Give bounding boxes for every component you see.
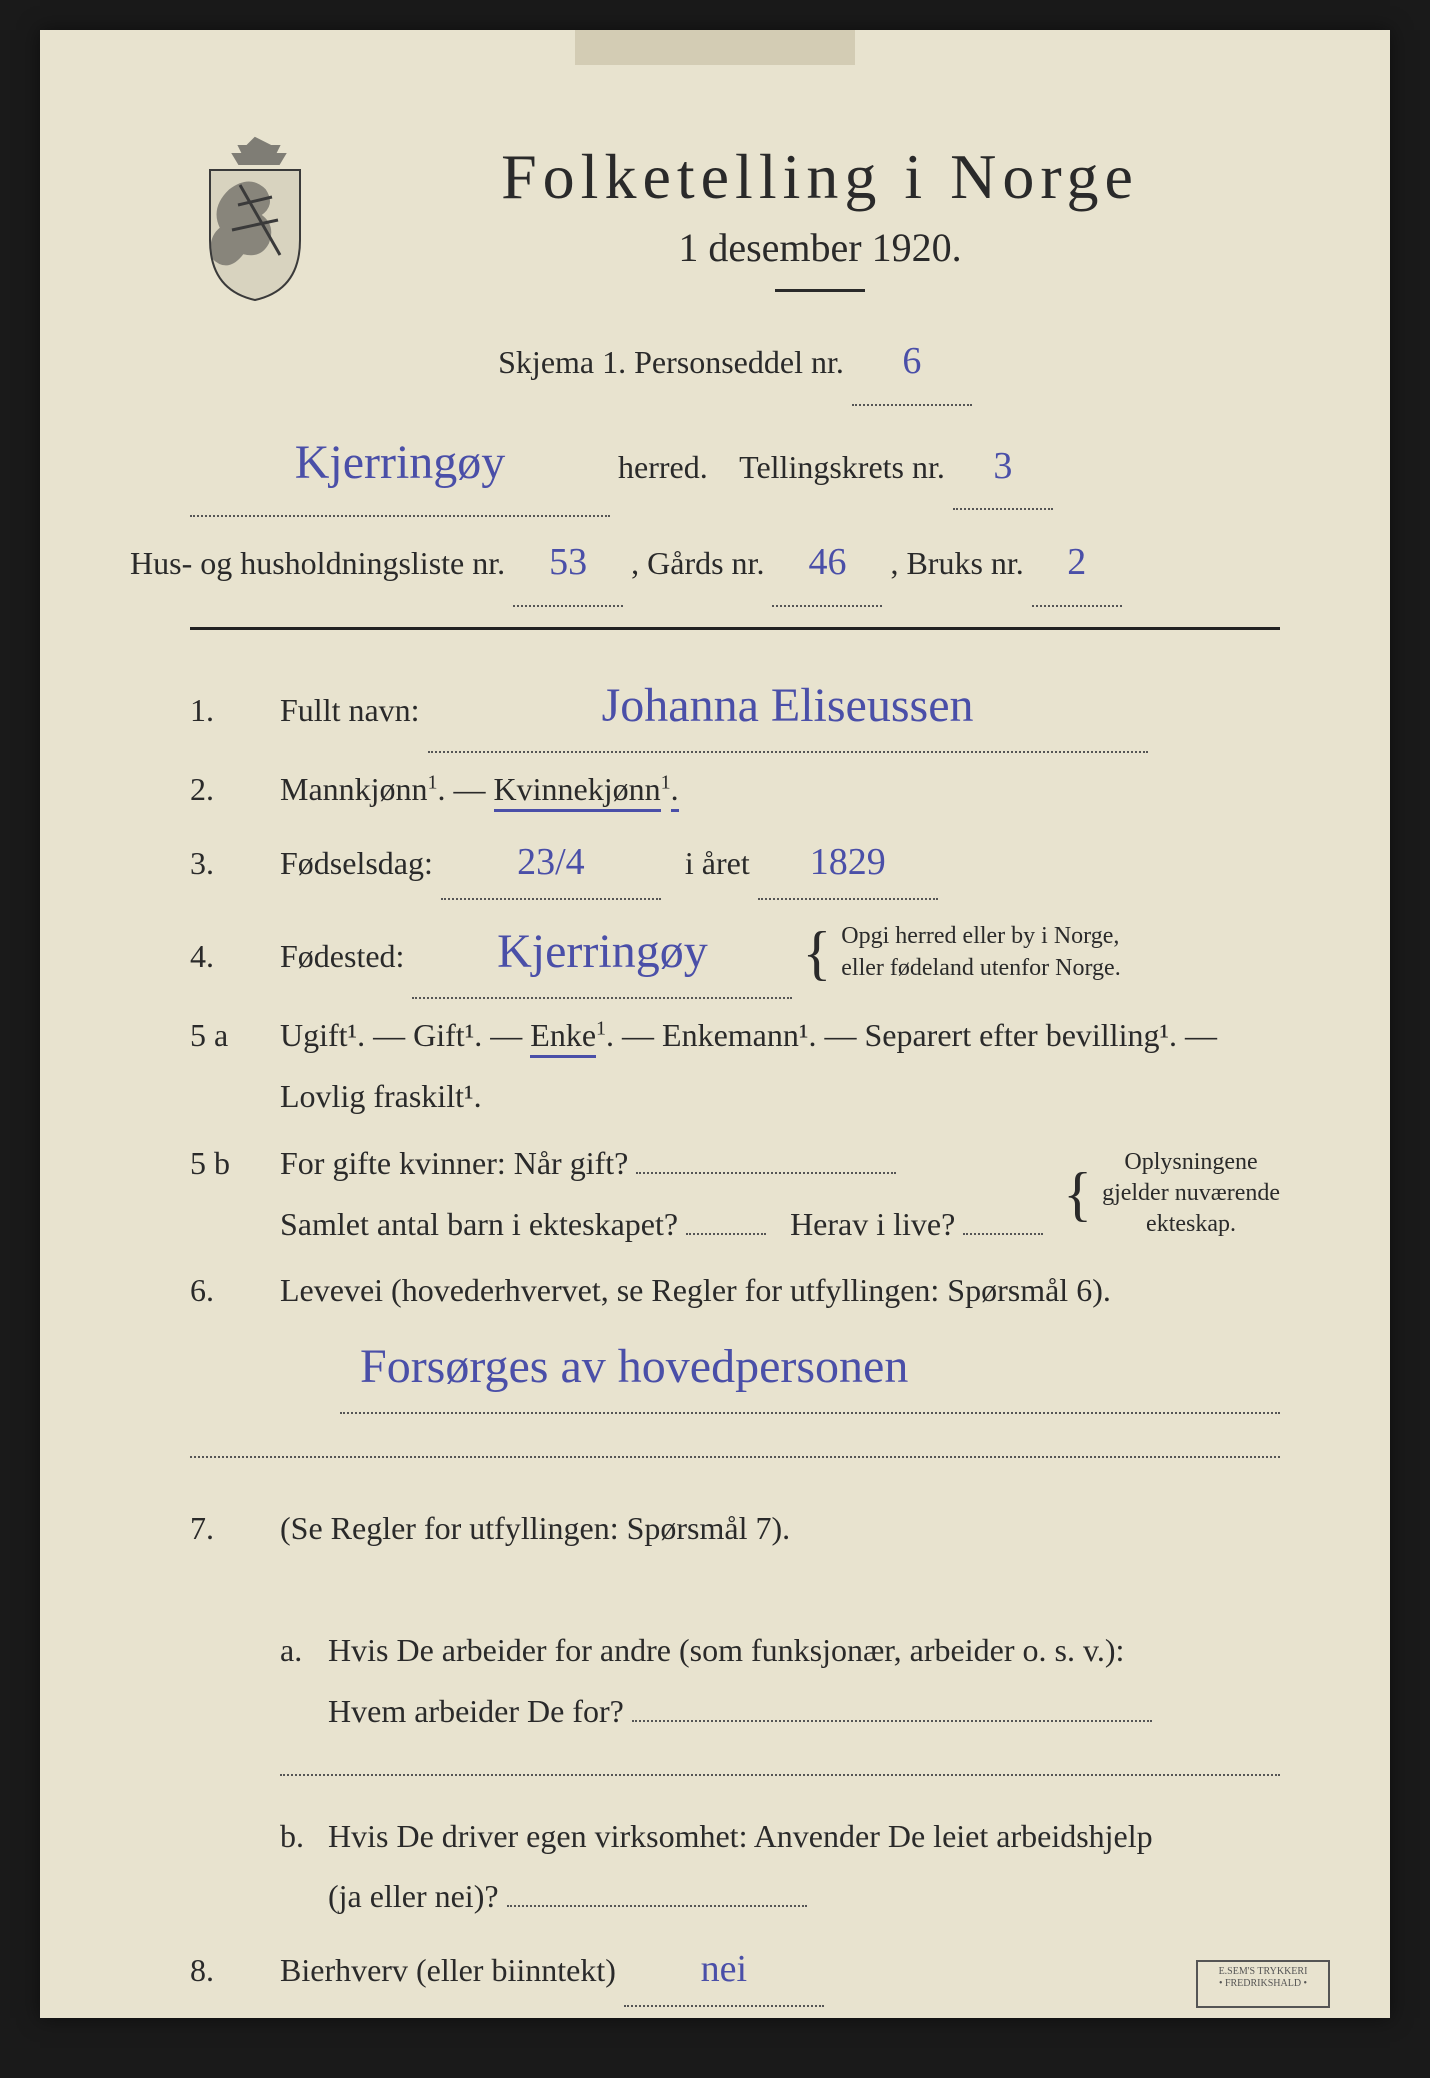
q5a: 5 a Ugift¹. — Gift¹. — Enke1. — Enkemann… bbox=[190, 1005, 1280, 1127]
q5a-rest: — Enkemann¹. — Separert efter bevilling¹… bbox=[614, 1017, 1217, 1053]
meta-hus-line: Hus- og husholdningsliste nr. 53 , Gårds… bbox=[130, 521, 1280, 607]
meta-herred-line: Kjerringøy herred. Tellingskrets nr. 3 bbox=[190, 410, 1280, 518]
q4: 4. Fødested: Kjerringøy { Opgi herred el… bbox=[190, 906, 1280, 999]
hus-label: Hus- og husholdningsliste nr. bbox=[130, 545, 505, 581]
meta-skjema-line: Skjema 1. Personseddel nr. 6 bbox=[190, 320, 1280, 406]
q3-num: 3. bbox=[190, 833, 250, 894]
q6: 6. Levevei (hovederhvervet, se Regler fo… bbox=[190, 1260, 1280, 1414]
q7-num: 7. bbox=[190, 1498, 250, 1559]
content-area: Folketelling i Norge 1 desember 1920. Sk… bbox=[40, 30, 1390, 2018]
q5b-note-l1: Oplysningene bbox=[1124, 1149, 1257, 1175]
q5b-note-l2: gjelder nuværende bbox=[1102, 1180, 1280, 1206]
q7a-l1: Hvis De arbeider for andre (som funksjon… bbox=[328, 1632, 1124, 1668]
q4-note-l1: Opgi herred eller by i Norge, bbox=[841, 923, 1119, 949]
herred-value: Kjerringøy bbox=[190, 410, 610, 518]
q7b-l1: Hvis De driver egen virksomhet: Anvender… bbox=[328, 1818, 1153, 1854]
stamp-l1: E.SEM'S TRYKKERI bbox=[1219, 1966, 1308, 1977]
q2-sup1: 1 bbox=[428, 771, 438, 793]
stamp-l2: • FREDRIKSHALD • bbox=[1219, 1978, 1307, 1989]
q8: 8. Bierhverv (eller biinntekt) nei bbox=[190, 1933, 1280, 2007]
q7b-num: b. bbox=[280, 1806, 320, 1867]
title-block: Folketelling i Norge 1 desember 1920. bbox=[360, 130, 1280, 292]
main-title: Folketelling i Norge bbox=[360, 140, 1280, 214]
personseddel-nr: 6 bbox=[852, 320, 972, 406]
q5b-num: 5 b bbox=[190, 1133, 250, 1194]
printer-stamp: E.SEM'S TRYKKERI • FREDRIKSHALD • bbox=[1196, 1960, 1330, 2008]
q5a-num: 5 a bbox=[190, 1005, 250, 1066]
dotted-spacer-1 bbox=[190, 1454, 1280, 1458]
q7a-num: a. bbox=[280, 1620, 320, 1681]
q3-day: 23/4 bbox=[441, 826, 661, 900]
header-row: Folketelling i Norge 1 desember 1920. bbox=[190, 130, 1280, 310]
q1-num: 1. bbox=[190, 680, 250, 741]
q3-year-label: i året bbox=[685, 845, 750, 881]
q7b-l2: (ja eller nei)? bbox=[328, 1878, 499, 1914]
title-rule bbox=[775, 289, 865, 292]
q7-label: (Se Regler for utfyllingen: Spørsmål 7). bbox=[280, 1510, 790, 1546]
q5b-l3: Herav i live? bbox=[790, 1206, 955, 1242]
q7a-l2: Hvem arbeider De for? bbox=[328, 1693, 624, 1729]
bruks-nr: 2 bbox=[1032, 521, 1122, 607]
q2-mann: Mannkjønn bbox=[280, 771, 428, 807]
q3-year: 1829 bbox=[758, 826, 938, 900]
brace-icon: { bbox=[802, 938, 831, 968]
bruks-label: , Bruks nr. bbox=[890, 545, 1023, 581]
herred-label: herred. bbox=[618, 449, 708, 485]
q8-num: 8. bbox=[190, 1940, 250, 2001]
q4-num: 4. bbox=[190, 926, 250, 987]
tellingskrets-nr: 3 bbox=[953, 425, 1053, 511]
q4-note-l2: eller fødeland utenfor Norge. bbox=[841, 955, 1120, 981]
q5b: 5 b For gifte kvinner: Når gift? Samlet … bbox=[190, 1133, 1280, 1255]
q3-label: Fødselsdag: bbox=[280, 845, 433, 881]
q5b-l2: Samlet antal barn i ekteskapet? bbox=[280, 1206, 678, 1242]
q4-note: { Opgi herred eller by i Norge, eller fø… bbox=[802, 921, 1120, 983]
q6-num: 6. bbox=[190, 1260, 250, 1321]
tellingskrets-label: Tellingskrets nr. bbox=[739, 449, 945, 485]
gards-label: , Gårds nr. bbox=[631, 545, 764, 581]
q5b-note-l3: ekteskap. bbox=[1146, 1211, 1236, 1237]
tape-mark bbox=[575, 30, 855, 65]
q2-num: 2. bbox=[190, 759, 250, 820]
q2-dash: — bbox=[454, 771, 494, 807]
q7: 7. (Se Regler for utfyllingen: Spørsmål … bbox=[190, 1498, 1280, 1927]
q2: 2. Mannkjønn1. — Kvinnekjønn1. bbox=[190, 759, 1280, 820]
q3: 3. Fødselsdag: 23/4 i året 1829 bbox=[190, 826, 1280, 900]
coat-of-arms-icon bbox=[190, 130, 320, 310]
divider-rule bbox=[190, 627, 1280, 630]
gards-nr: 46 bbox=[772, 521, 882, 607]
q8-value: nei bbox=[624, 1933, 824, 2007]
subtitle: 1 desember 1920. bbox=[360, 224, 1280, 271]
q5a-opts: Ugift¹. — Gift¹. — bbox=[280, 1017, 530, 1053]
q2-sup2: 1 bbox=[661, 771, 671, 793]
q2-kvinne: Kvinnekjønn bbox=[494, 771, 661, 812]
hus-nr: 53 bbox=[513, 521, 623, 607]
q5a-line2: Lovlig fraskilt¹. bbox=[280, 1078, 482, 1114]
q5b-l1: For gifte kvinner: Når gift? bbox=[280, 1145, 628, 1181]
brace-icon-2: { bbox=[1063, 1179, 1092, 1209]
q8-label: Bierhverv (eller biinntekt) bbox=[280, 1952, 616, 1988]
q1-value: Johanna Eliseussen bbox=[428, 660, 1148, 753]
q4-value: Kjerringøy bbox=[412, 906, 792, 999]
skjema-label: Skjema 1. Personseddel nr. bbox=[498, 344, 844, 380]
q5a-enke: Enke bbox=[530, 1017, 596, 1058]
q6-value: Forsørges av hovedpersonen bbox=[340, 1321, 1280, 1414]
q4-label: Fødested: bbox=[280, 938, 404, 974]
q6-label: Levevei (hovederhvervet, se Regler for u… bbox=[280, 1272, 1111, 1308]
document-page: Folketelling i Norge 1 desember 1920. Sk… bbox=[40, 30, 1390, 2018]
q5b-note: { Oplysningene gjelder nuværende ekteska… bbox=[1063, 1147, 1280, 1241]
q1: 1. Fullt navn: Johanna Eliseussen bbox=[190, 660, 1280, 753]
q1-label: Fullt navn: bbox=[280, 692, 420, 728]
